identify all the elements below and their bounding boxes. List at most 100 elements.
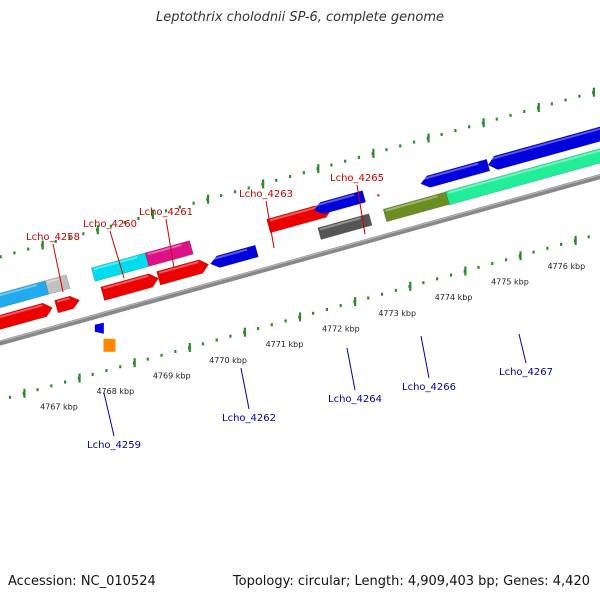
gene-leader-line [109,230,125,279]
lower-minor-tick [339,304,342,308]
gene-label[interactable]: Lcho_4265 [330,173,384,184]
lower-minor-tick [491,262,494,266]
gene-arrow-reverse-4266a-shine [421,162,479,181]
upper-minor-tick [68,236,71,240]
gene-leader-line [265,200,275,249]
upper-minor-tick [247,186,250,190]
gene-label[interactable]: Lcho_4260 [83,219,137,230]
lower-major-tick [298,312,302,322]
map-title: Leptothrix cholodnii SP-6, complete geno… [156,10,444,25]
upper-major-tick [262,179,265,189]
gene-arrow-lcho-4264 [313,190,367,215]
upper-major-tick [592,87,595,97]
gene-arrow-lcho-4263 [266,203,333,234]
upper-minor-tick [564,98,567,102]
upper-minor-tick [54,239,57,243]
gene-arrow-lcho-4260 [100,273,159,301]
upper-minor-tick [330,163,333,167]
feature-gray-bar-shine [47,278,59,284]
gene-leader-line [346,347,356,391]
lower-minor-tick [63,380,67,384]
feature-dark-gray-bar-shine [319,217,361,231]
gene-arrow-lcho-4262 [210,244,259,268]
lower-minor-tick [532,250,535,254]
lower-major-tick [133,358,136,368]
kbp-tick-label: 4768 kbp [96,387,134,396]
gene-label[interactable]: Lcho_4266 [402,382,456,393]
lower-minor-tick [284,319,287,323]
lower-minor-tick [174,349,177,353]
genome-summary: Topology: circular; Length: 4,909,403 bp… [232,574,590,589]
gene-leader-line [356,184,366,235]
kbp-tick-label: 4771 kbp [266,340,304,349]
upper-minor-tick [440,132,443,136]
gene-arrow-reverse-4266b-shine [488,127,600,161]
kbp-tick-label: 4767 kbp [40,403,78,412]
upper-major-tick [482,118,485,128]
gene-arrow-small [54,295,80,314]
kbp-tick-label: 4772 kbp [322,325,360,334]
gene-label[interactable]: Lcho_4259 [87,440,141,451]
upper-minor-tick [275,178,278,182]
lower-major-tick [354,297,357,307]
gene-arrow-lcho-4262-shine [211,248,248,261]
upper-minor-tick [302,171,305,175]
upper-minor-tick [109,224,113,228]
kbp-tick-label: 4770 kbp [209,356,247,365]
upper-minor-tick [192,201,195,205]
lower-major-tick [243,327,247,337]
lower-minor-tick [91,372,94,376]
lower-minor-tick [325,307,329,311]
gene-arrow-lcho-4261-shine [158,261,199,274]
upper-minor-tick [164,209,168,213]
gene-label[interactable]: Lcho_4258 [26,232,80,243]
gene-leader-line [103,392,115,437]
upper-minor-tick [137,216,140,220]
upper-major-tick [206,194,210,204]
lower-major-tick [574,235,577,245]
feature-orange-mark [103,338,116,352]
lower-major-tick [23,388,26,398]
upper-major-tick [151,209,155,219]
gene-arrow-lcho-4258-shine [0,304,43,319]
lower-minor-tick [229,334,232,338]
gene-label[interactable]: Lcho_4267 [499,367,553,378]
lower-minor-tick [560,242,563,246]
upper-major-tick [537,102,540,112]
gene-label[interactable]: Lcho_4263 [239,189,293,200]
feature-magenta-bar-shine [147,243,182,256]
lower-minor-tick [436,277,439,281]
gene-stub-shine [370,195,380,200]
gene-leader-line [420,335,430,379]
gene-arrow-lcho-4259 [94,322,104,334]
lower-minor-tick [8,395,12,399]
upper-major-tick [317,164,320,174]
upper-minor-tick [399,144,402,148]
gene-arrow-lcho-4263-shine [268,204,323,222]
gene-label[interactable]: Lcho_4264 [328,394,382,405]
accession-label: Accession: NC_010524 [8,574,156,589]
feature-olive-bar-shine [385,195,438,212]
feature-sea-green-bar [445,148,600,206]
upper-minor-tick [178,205,181,209]
gene-arrow-reverse-4266b [487,126,600,170]
gene-stub [376,193,380,198]
upper-minor-tick [357,155,361,159]
lower-minor-tick [422,281,425,285]
lower-minor-tick [270,323,273,327]
kbp-tick-label: 4775 kbp [491,278,529,287]
lower-minor-tick [312,311,315,315]
gene-arrow-lcho-4264-shine [314,193,355,207]
lower-major-tick [409,281,412,291]
gene-label[interactable]: Lcho_4262 [222,413,276,424]
lower-major-tick [188,342,191,352]
upper-minor-tick [0,255,2,259]
feature-sky-blue-bar-shine [0,284,38,297]
upper-minor-tick [468,125,471,129]
gene-leader-line [165,218,175,269]
upper-minor-tick [344,159,347,163]
gene-label[interactable]: Lcho_4261 [139,207,193,218]
upper-minor-tick [578,94,581,98]
gene-leader-line [518,333,527,364]
